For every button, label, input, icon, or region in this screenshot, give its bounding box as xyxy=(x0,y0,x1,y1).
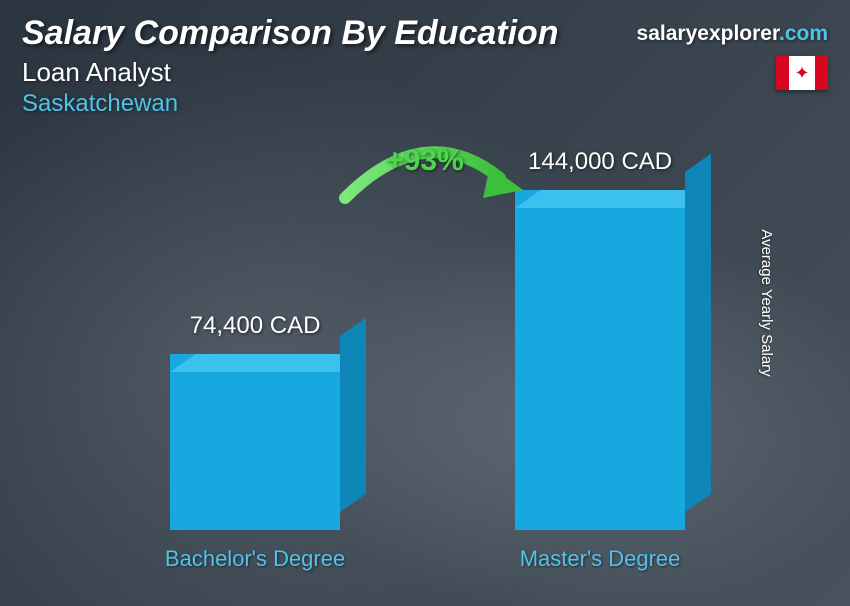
bar-top-face xyxy=(170,354,366,372)
bar-value-label: 74,400 CAD xyxy=(190,312,321,340)
job-title: Loan Analyst xyxy=(22,57,828,88)
brand-part2: .com xyxy=(779,22,828,45)
country-flag-icon: ✦ xyxy=(776,56,828,90)
bar-3d xyxy=(515,190,685,530)
bar-value-label: 144,000 CAD xyxy=(528,148,672,176)
bar-side-face xyxy=(685,154,711,512)
percent-increase-badge: +93% xyxy=(386,144,464,178)
bar-3d xyxy=(170,354,340,530)
maple-leaf-icon: ✦ xyxy=(794,64,809,82)
bar-side-face xyxy=(340,318,366,512)
flag-center: ✦ xyxy=(789,56,815,90)
brand-part1: salaryexplorer xyxy=(637,22,779,45)
bar-front-face xyxy=(515,190,685,530)
brand-logo: salaryexplorer.com xyxy=(637,22,828,46)
bar-group-0: 74,400 CAD Bachelor's Degree xyxy=(165,312,345,572)
bar-front-face xyxy=(170,354,340,530)
flag-right-bar xyxy=(815,56,828,90)
bar-top-face xyxy=(515,190,711,208)
bar-category-label: Master's Degree xyxy=(520,546,681,572)
bar-category-label: Bachelor's Degree xyxy=(165,546,345,572)
flag-left-bar xyxy=(776,56,789,90)
bar-group-1: 144,000 CAD Master's Degree xyxy=(515,148,685,572)
region-label: Saskatchewan xyxy=(22,90,828,118)
